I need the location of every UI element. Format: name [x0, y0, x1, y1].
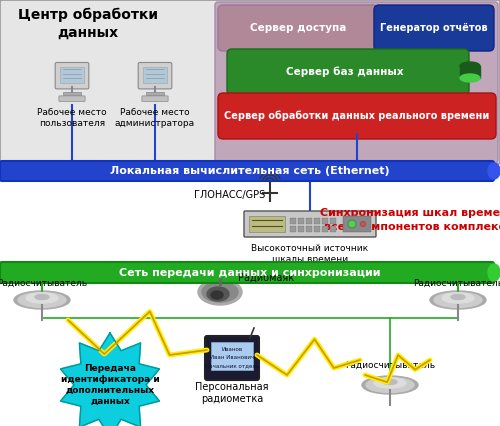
FancyBboxPatch shape — [0, 262, 494, 283]
Text: Персональная
радиометка: Персональная радиометка — [195, 382, 269, 404]
Bar — [60, 67, 84, 83]
Ellipse shape — [35, 294, 49, 299]
Bar — [249, 216, 285, 232]
Text: Иван Иванович: Иван Иванович — [210, 355, 254, 360]
Bar — [306, 218, 312, 224]
Bar — [211, 342, 253, 370]
FancyBboxPatch shape — [142, 96, 168, 101]
Ellipse shape — [366, 377, 414, 392]
Bar — [322, 218, 328, 224]
Bar — [63, 92, 81, 95]
Ellipse shape — [360, 222, 366, 227]
Text: Передача
идентификатора и
дополнительных
данных: Передача идентификатора и дополнительных… — [60, 364, 160, 406]
Bar — [146, 92, 164, 95]
Ellipse shape — [211, 291, 223, 299]
Ellipse shape — [434, 293, 482, 308]
Bar — [314, 218, 320, 224]
Ellipse shape — [383, 380, 397, 385]
Text: Сервер баз данных: Сервер баз данных — [286, 67, 404, 77]
FancyBboxPatch shape — [59, 96, 85, 101]
Text: Радиосчитыватель: Радиосчитыватель — [345, 361, 435, 370]
Text: Центр обработки
данных: Центр обработки данных — [18, 8, 158, 40]
FancyBboxPatch shape — [138, 63, 172, 89]
Text: Иванов: Иванов — [222, 347, 242, 352]
Text: Синхронизация шкал времени
всех компонентов комплекса: Синхронизация шкал времени всех компонен… — [320, 208, 500, 232]
Text: Радиомаяк: Радиомаяк — [238, 273, 294, 283]
Text: Сеть передачи данных и синхронизации: Сеть передачи данных и синхронизации — [120, 268, 381, 277]
Ellipse shape — [362, 376, 418, 394]
FancyBboxPatch shape — [374, 5, 494, 51]
Text: Рабочее место
пользователя: Рабочее место пользователя — [37, 108, 107, 128]
Bar — [290, 226, 296, 232]
Bar — [144, 67, 167, 83]
Text: Высокоточный источник
шкалы времени: Высокоточный источник шкалы времени — [252, 244, 368, 264]
Text: Радиосчитыватель: Радиосчитыватель — [0, 279, 87, 288]
Ellipse shape — [374, 378, 406, 388]
FancyBboxPatch shape — [218, 5, 378, 51]
Ellipse shape — [460, 62, 480, 70]
Bar — [314, 226, 320, 232]
Ellipse shape — [430, 291, 486, 309]
Ellipse shape — [198, 279, 242, 305]
Ellipse shape — [18, 293, 66, 308]
Bar — [343, 216, 371, 232]
Bar — [330, 218, 336, 224]
Ellipse shape — [207, 287, 229, 301]
Ellipse shape — [348, 220, 356, 228]
FancyBboxPatch shape — [0, 0, 500, 164]
Bar — [298, 218, 304, 224]
Text: ГЛОНАСС/GPS: ГЛОНАСС/GPS — [194, 190, 265, 200]
FancyBboxPatch shape — [218, 93, 496, 139]
Text: Сервер доступа: Сервер доступа — [250, 23, 346, 33]
FancyBboxPatch shape — [227, 49, 469, 95]
Polygon shape — [60, 333, 160, 426]
Text: Начальник отдела: Начальник отдела — [205, 363, 259, 368]
Ellipse shape — [202, 282, 238, 302]
FancyBboxPatch shape — [215, 2, 498, 163]
FancyBboxPatch shape — [244, 211, 376, 237]
Bar — [298, 226, 304, 232]
FancyBboxPatch shape — [55, 63, 89, 89]
Bar — [460, 66, 480, 78]
FancyBboxPatch shape — [0, 161, 494, 181]
Ellipse shape — [451, 294, 465, 299]
Ellipse shape — [14, 291, 70, 309]
Text: Локальная вычислительная сеть (Ethernet): Локальная вычислительная сеть (Ethernet) — [110, 166, 390, 176]
Ellipse shape — [488, 163, 500, 179]
Ellipse shape — [26, 293, 58, 303]
Text: Сервер обработки данных реального времени: Сервер обработки данных реального времен… — [224, 111, 490, 121]
Ellipse shape — [460, 74, 480, 82]
Ellipse shape — [442, 293, 474, 303]
Bar — [290, 218, 296, 224]
Bar — [322, 226, 328, 232]
Bar — [306, 226, 312, 232]
Text: Радиосчитыватель: Радиосчитыватель — [413, 279, 500, 288]
Text: Генератор отчётов: Генератор отчётов — [380, 23, 488, 33]
Bar — [330, 226, 336, 232]
Ellipse shape — [488, 264, 500, 281]
FancyBboxPatch shape — [205, 336, 259, 380]
Text: Рабочее место
администратора: Рабочее место администратора — [115, 108, 195, 128]
